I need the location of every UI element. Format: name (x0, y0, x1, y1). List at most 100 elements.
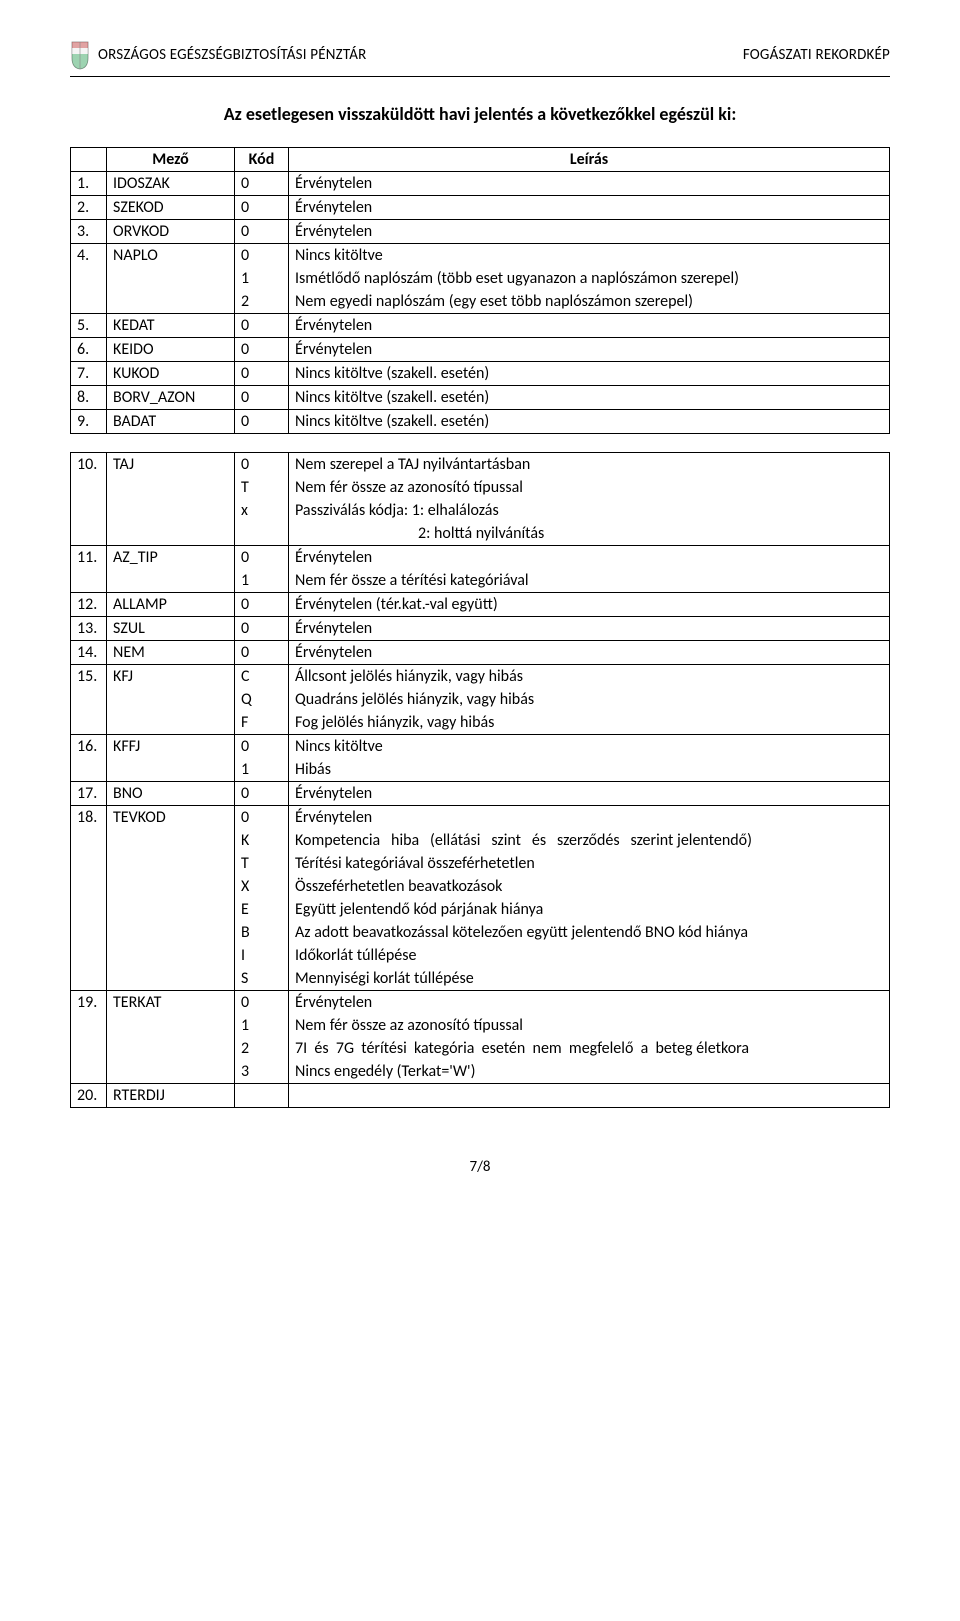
th-desc: Leírás (289, 148, 890, 172)
code-value: 0 (235, 806, 289, 830)
code-value: 0 (235, 641, 289, 665)
code-description: Érvénytelen (289, 220, 890, 244)
code-description: Nem fér össze az azonosító típussal (289, 476, 890, 499)
page-header: ORSZÁGOS EGÉSZSÉGBIZTOSÍTÁSI PÉNZTÁR FOG… (70, 40, 890, 70)
field-name: ORVKOD (107, 220, 235, 244)
code-description: Térítési kategóriával összeférhetetlen (289, 852, 890, 875)
field-name: NEM (107, 641, 235, 665)
row-index: 9. (71, 410, 107, 434)
table-row: 1.IDOSZAK0Érvénytelen (71, 172, 890, 196)
code-value: B (235, 921, 289, 944)
code-description: Érvénytelen (289, 546, 890, 570)
code-description: Fog jelölés hiányzik, vagy hibás (289, 711, 890, 735)
code-description: Érvénytelen (289, 172, 890, 196)
header-doc-title: FOGÁSZATI REKORDKÉP (743, 46, 890, 64)
row-index: 8. (71, 386, 107, 410)
table-row: 6.KEIDO0Érvénytelen (71, 338, 890, 362)
header-org-title: ORSZÁGOS EGÉSZSÉGBIZTOSÍTÁSI PÉNZTÁR (98, 46, 366, 64)
header-left: ORSZÁGOS EGÉSZSÉGBIZTOSÍTÁSI PÉNZTÁR (70, 40, 366, 70)
row-index: 2. (71, 196, 107, 220)
table-row: 9.BADAT0Nincs kitöltve (szakell. esetén) (71, 410, 890, 434)
row-index: 10. (71, 453, 107, 546)
code-value: 2 (235, 1037, 289, 1060)
page: ORSZÁGOS EGÉSZSÉGBIZTOSÍTÁSI PÉNZTÁR FOG… (0, 0, 960, 1196)
table-row: 10.TAJ0Nem szerepel a TAJ nyilvántartásb… (71, 453, 890, 477)
table-row: 3.ORVKOD0Érvénytelen (71, 220, 890, 244)
code-description: Érvénytelen (289, 314, 890, 338)
field-name: NAPLO (107, 244, 235, 314)
code-description: Nincs engedély (Terkat='W') (289, 1060, 890, 1084)
table-header-row: Mező Kód Leírás (71, 148, 890, 172)
row-index: 6. (71, 338, 107, 362)
code-value: S (235, 967, 289, 991)
code-value: 0 (235, 991, 289, 1015)
code-value: I (235, 944, 289, 967)
code-description: Nincs kitöltve (289, 735, 890, 759)
code-description: Nincs kitöltve (szakell. esetén) (289, 362, 890, 386)
code-description: Kompetencia hiba (ellátási szint és szer… (289, 829, 890, 852)
header-rule (70, 76, 890, 77)
row-index: 15. (71, 665, 107, 735)
code-description (289, 1084, 890, 1108)
code-value: 1 (235, 267, 289, 290)
row-index: 11. (71, 546, 107, 593)
code-value: 3 (235, 1060, 289, 1084)
table-row: 18.TEVKOD0Érvénytelen (71, 806, 890, 830)
code-value: F (235, 711, 289, 735)
code-value: 0 (235, 453, 289, 477)
row-index: 13. (71, 617, 107, 641)
code-value: 0 (235, 362, 289, 386)
codes-table-1: Mező Kód Leírás 1.IDOSZAK0Érvénytelen2.S… (70, 147, 890, 434)
code-value: C (235, 665, 289, 689)
code-value: 0 (235, 593, 289, 617)
field-name: KUKOD (107, 362, 235, 386)
code-description: Nincs kitöltve (szakell. esetén) (289, 410, 890, 434)
code-description: Időkorlát túllépése (289, 944, 890, 967)
code-value: x (235, 499, 289, 522)
code-description: Nincs kitöltve (289, 244, 890, 268)
code-value: 1 (235, 758, 289, 782)
code-value: 0 (235, 735, 289, 759)
code-value: 0 (235, 172, 289, 196)
code-description: Együtt jelentendő kód párjának hiánya (289, 898, 890, 921)
row-index: 7. (71, 362, 107, 386)
row-index: 18. (71, 806, 107, 991)
row-index: 5. (71, 314, 107, 338)
th-field: Mező (107, 148, 235, 172)
code-value: 1 (235, 1014, 289, 1037)
code-description: Érvénytelen (289, 806, 890, 830)
row-index: 16. (71, 735, 107, 782)
field-name: BNO (107, 782, 235, 806)
field-name: KEDAT (107, 314, 235, 338)
code-value (235, 1084, 289, 1108)
code-description: Érvénytelen (289, 641, 890, 665)
row-index: 14. (71, 641, 107, 665)
section-title: Az esetlegesen visszaküldött havi jelent… (70, 103, 890, 125)
table-row: 19.TERKAT0Érvénytelen (71, 991, 890, 1015)
table-row: 16.KFFJ0Nincs kitöltve (71, 735, 890, 759)
row-index: 3. (71, 220, 107, 244)
code-description: Érvénytelen (289, 782, 890, 806)
th-code: Kód (235, 148, 289, 172)
code-value: T (235, 476, 289, 499)
th-empty (71, 148, 107, 172)
page-number: 7/8 (70, 1158, 890, 1176)
table-row: 4.NAPLO0Nincs kitöltve (71, 244, 890, 268)
field-name: ALLAMP (107, 593, 235, 617)
table-row: 14.NEM0Érvénytelen (71, 641, 890, 665)
code-value: 0 (235, 386, 289, 410)
code-description: Állcsont jelölés hiányzik, vagy hibás (289, 665, 890, 689)
row-index: 4. (71, 244, 107, 314)
code-value: 2 (235, 290, 289, 314)
codes-table-2: 10.TAJ0Nem szerepel a TAJ nyilvántartásb… (70, 452, 890, 1108)
code-description: 7I és 7G térítési kategória esetén nem m… (289, 1037, 890, 1060)
field-name: SZEKOD (107, 196, 235, 220)
code-description: Nem szerepel a TAJ nyilvántartásban (289, 453, 890, 477)
row-index: 19. (71, 991, 107, 1084)
code-value (235, 522, 289, 546)
field-name: KFFJ (107, 735, 235, 782)
field-name: BADAT (107, 410, 235, 434)
code-description: Hibás (289, 758, 890, 782)
code-description: Érvénytelen (289, 617, 890, 641)
code-description: Passziválás kódja: 1: elhalálozás (289, 499, 890, 522)
